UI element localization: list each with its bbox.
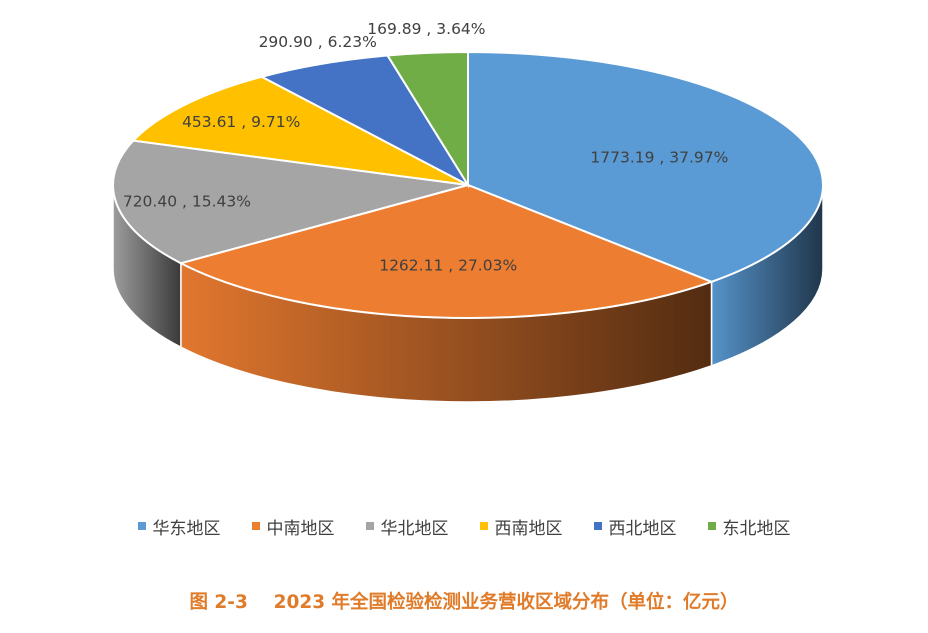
- legend-item-4: 西南地区: [479, 514, 563, 539]
- legend-label: 华北地区: [380, 518, 449, 539]
- legend-item-1: 华东地区: [137, 514, 221, 539]
- figure-caption: 图 2-3 2023 年全国检验检测业务营收区域分布（单位：亿元）: [189, 592, 739, 613]
- pie-slice-5: [259, 54, 471, 188]
- legend-swatch: [365, 522, 374, 530]
- legend-swatch: [593, 522, 602, 530]
- data-label-1: 1773.19 , 37.97%: [590, 149, 728, 167]
- pie-slice-6: [385, 50, 469, 189]
- legend-swatch: [707, 522, 716, 530]
- data-label-5: 290.90 , 6.23%: [259, 33, 377, 51]
- chart-legend: 华东地区 中南地区 华北地区 西南地区 西北地区 东北地区: [0, 511, 928, 541]
- legend-swatch: [479, 522, 488, 530]
- legend-item-2: 中南地区: [251, 514, 335, 539]
- legend-swatch: [137, 522, 146, 530]
- legend-item-3: 华北地区: [365, 514, 449, 539]
- data-label-6: 169.89 , 3.64%: [367, 20, 485, 38]
- pie-slice-2: [178, 183, 715, 319]
- legend-label: 西北地区: [608, 518, 677, 539]
- pie-slice-3: [112, 139, 469, 265]
- legend-item-5: 西北地区: [593, 514, 677, 539]
- legend-label: 华东地区: [152, 518, 221, 539]
- data-label-2: 1262.11 , 27.03%: [379, 257, 517, 275]
- legend-swatch: [251, 522, 260, 530]
- pie-slice-4: [131, 75, 469, 186]
- legend-label: 西南地区: [494, 518, 563, 539]
- legend-label: 东北地区: [722, 518, 791, 539]
- data-label-3: 720.40 , 15.43%: [123, 192, 251, 210]
- legend-item-6: 东北地区: [707, 514, 791, 539]
- legend-label: 中南地区: [266, 518, 335, 539]
- data-label-4: 453.61 , 9.71%: [182, 113, 300, 131]
- pie-slice-1: [467, 50, 824, 283]
